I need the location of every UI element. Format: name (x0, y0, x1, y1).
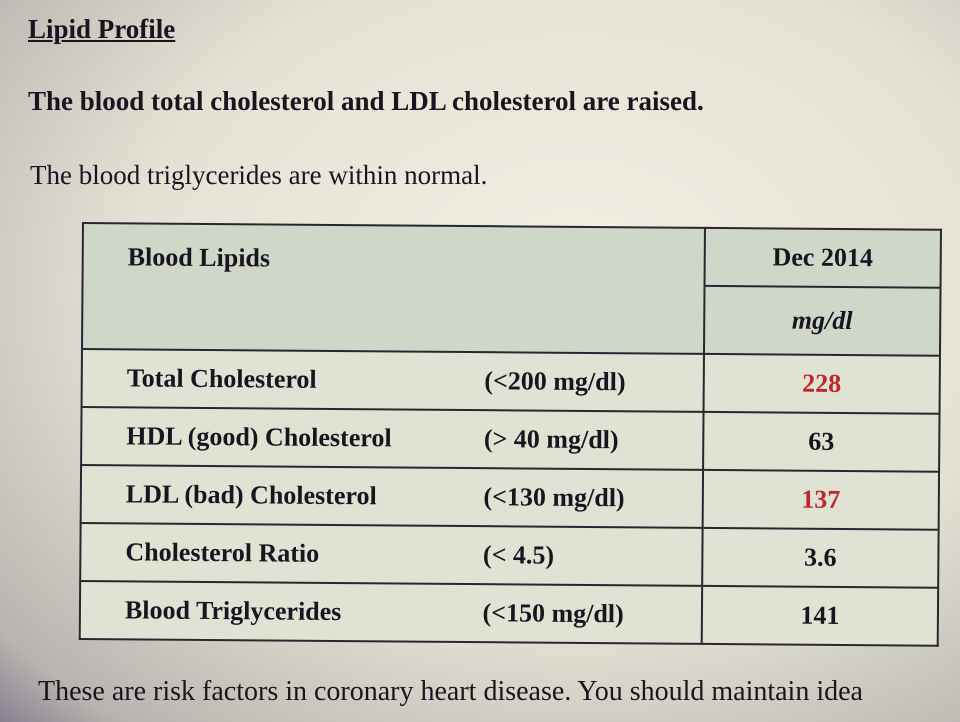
row-range: (> 40 mg/dl) (483, 410, 704, 470)
row-name: Total Cholesterol (81, 349, 485, 411)
header-blood-lipids: Blood Lipids (82, 223, 705, 354)
row-name: Blood Triglycerides (79, 580, 483, 643)
table-row: Blood Triglycerides (<150 mg/dl) 141 (79, 580, 939, 646)
row-name: Cholesterol Ratio (80, 522, 484, 585)
table-header-row: Blood Lipids Dec 2014 (82, 223, 941, 354)
row-range: (< 4.5) (482, 526, 703, 586)
lipid-table: Blood Lipids Dec 2014 mg/dl Total Choles… (78, 222, 942, 647)
page-title: Lipid Profile (28, 14, 176, 44)
table-row: LDL (bad) Cholesterol (<130 mg/dl) 137 (80, 465, 940, 530)
table-row: HDL (good) Cholesterol (> 40 mg/dl) 63 (81, 407, 940, 472)
row-name: HDL (good) Cholesterol (81, 407, 485, 469)
header-date: Dec 2014 (704, 227, 941, 288)
summary-bold: The blood total cholesterol and LDL chol… (28, 86, 704, 116)
table-row: Total Cholesterol (<200 mg/dl) 228 (81, 349, 940, 414)
row-range: (<200 mg/dl) (484, 352, 704, 412)
row-value: 137 (702, 469, 940, 530)
row-range: (<150 mg/dl) (482, 584, 703, 644)
row-value: 228 (703, 353, 940, 414)
row-value: 63 (703, 411, 940, 472)
header-unit: mg/dl (703, 285, 941, 356)
row-range: (<130 mg/dl) (483, 468, 704, 528)
row-value: 3.6 (702, 527, 939, 588)
summary-normal: The blood triglycerides are within norma… (30, 160, 488, 190)
footer-text: These are risk factors in coronary heart… (38, 676, 863, 707)
table-row: Cholesterol Ratio (< 4.5) 3.6 (80, 522, 939, 588)
row-name: LDL (bad) Cholesterol (80, 465, 484, 527)
row-value: 141 (701, 585, 939, 646)
